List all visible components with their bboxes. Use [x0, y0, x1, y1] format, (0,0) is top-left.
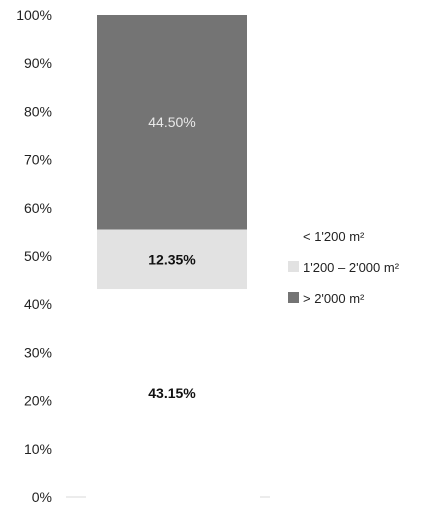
data-label-segment-2: 12.35%	[148, 251, 196, 267]
legend: < 1'200 m² 1'200 – 2'000 m² > 2'000 m²	[288, 229, 400, 306]
bar-segment-3	[97, 15, 247, 230]
y-tick-label: 30%	[24, 344, 52, 360]
y-tick-label: 80%	[24, 103, 52, 119]
y-tick-label: 0%	[32, 489, 52, 505]
legend-swatch	[288, 230, 299, 241]
y-axis: 0% 10% 20% 30% 40% 50% 60% 70% 80% 90% 100%	[16, 7, 270, 505]
bar-segment-2	[97, 229, 247, 290]
legend-label: < 1'200 m²	[303, 229, 365, 244]
y-tick-label: 10%	[24, 441, 52, 457]
y-tick-label: 70%	[24, 152, 52, 168]
y-tick-label: 40%	[24, 296, 52, 312]
y-tick-label: 90%	[24, 55, 52, 71]
y-tick-label: 60%	[24, 200, 52, 216]
legend-label: 1'200 – 2'000 m²	[303, 260, 400, 275]
y-tick-label: 20%	[24, 393, 52, 409]
y-tick-label: 50%	[24, 248, 52, 264]
bars	[97, 15, 247, 497]
y-tick-label: 100%	[16, 7, 52, 23]
data-label-segment-3: 44.50%	[148, 114, 195, 130]
legend-swatch	[288, 261, 299, 272]
bar-segment-1	[97, 289, 247, 497]
legend-label: > 2'000 m²	[303, 291, 365, 306]
legend-swatch	[288, 292, 299, 303]
bar-labels: 43.15% 12.35% 44.50%	[148, 114, 196, 401]
data-label-segment-1: 43.15%	[148, 385, 196, 401]
